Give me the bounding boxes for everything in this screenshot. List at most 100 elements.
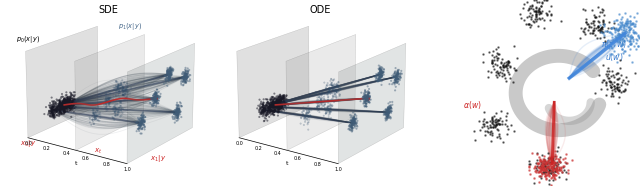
Point	[541, 169, 551, 172]
Point	[537, 164, 547, 167]
Point	[494, 118, 504, 121]
Point	[609, 21, 619, 24]
Point	[493, 118, 503, 121]
Point	[488, 64, 499, 67]
Point	[540, 161, 550, 164]
Point	[529, 177, 539, 180]
Point	[550, 161, 561, 163]
Point	[621, 36, 631, 39]
Point	[536, 167, 547, 170]
Point	[545, 168, 555, 171]
Point	[492, 54, 502, 57]
Point	[545, 157, 556, 160]
Point	[556, 165, 566, 168]
Point	[542, 161, 552, 164]
Point	[536, 161, 546, 164]
Point	[583, 22, 593, 25]
Point	[625, 19, 636, 22]
Text: $p_0(x|y)$: $p_0(x|y)$	[16, 34, 40, 45]
Point	[595, 14, 605, 17]
Point	[533, 9, 543, 12]
Point	[537, 164, 547, 167]
Point	[596, 31, 606, 34]
Point	[554, 160, 564, 163]
Point	[556, 161, 566, 164]
Point	[539, 158, 549, 161]
Point	[534, 9, 545, 12]
Point	[595, 28, 605, 31]
Point	[579, 31, 589, 34]
Point	[625, 36, 636, 39]
Point	[589, 16, 600, 19]
Point	[531, 10, 541, 13]
Point	[616, 73, 626, 76]
Point	[612, 61, 622, 64]
Point	[616, 21, 627, 24]
Point	[493, 57, 504, 60]
Point	[546, 177, 556, 180]
Point	[538, 162, 548, 165]
Point	[497, 122, 507, 125]
Point	[485, 130, 495, 133]
Point	[535, 167, 545, 170]
Point	[536, 12, 546, 15]
Point	[534, 155, 545, 158]
Point	[483, 75, 493, 78]
Point	[524, 163, 534, 166]
Point	[550, 155, 561, 158]
Point	[524, 23, 534, 25]
Point	[546, 166, 556, 169]
Point	[563, 162, 573, 165]
Point	[602, 30, 612, 33]
Point	[621, 28, 631, 31]
Point	[601, 80, 611, 83]
Point	[607, 92, 617, 95]
Point	[527, 3, 537, 6]
Point	[623, 33, 634, 36]
Point	[534, 169, 544, 172]
Point	[529, 170, 540, 173]
Point	[612, 85, 623, 88]
Point	[532, 151, 542, 154]
Point	[593, 26, 603, 29]
Point	[527, 20, 538, 23]
Point	[616, 91, 626, 94]
Point	[540, 172, 550, 175]
Point	[611, 38, 621, 41]
Point	[589, 26, 600, 29]
Point	[575, 36, 586, 39]
Point	[478, 123, 488, 126]
Point	[598, 20, 608, 23]
Point	[593, 28, 603, 31]
Point	[595, 36, 605, 39]
Point	[531, 171, 541, 174]
Point	[624, 28, 634, 31]
Point	[585, 31, 595, 34]
Point	[616, 31, 627, 34]
Point	[531, 7, 541, 9]
Point	[606, 74, 616, 77]
Point	[530, 165, 540, 168]
Point	[534, 16, 545, 19]
Point	[614, 89, 624, 92]
Point	[589, 28, 599, 31]
Point	[628, 37, 638, 40]
Point	[613, 12, 623, 15]
Point	[605, 31, 615, 34]
Point	[627, 23, 637, 25]
Point	[532, 18, 542, 21]
Point	[593, 28, 604, 31]
Point	[542, 162, 552, 165]
Point	[540, 168, 550, 171]
Point	[540, 168, 550, 171]
Point	[541, 12, 552, 15]
Point	[591, 15, 601, 18]
Text: $\alpha(w)$: $\alpha(w)$	[463, 99, 482, 111]
Point	[547, 169, 557, 172]
Point	[634, 36, 640, 39]
Point	[501, 65, 511, 68]
Point	[625, 43, 635, 46]
Point	[539, 165, 549, 168]
Point	[552, 171, 563, 174]
Point	[588, 22, 598, 25]
